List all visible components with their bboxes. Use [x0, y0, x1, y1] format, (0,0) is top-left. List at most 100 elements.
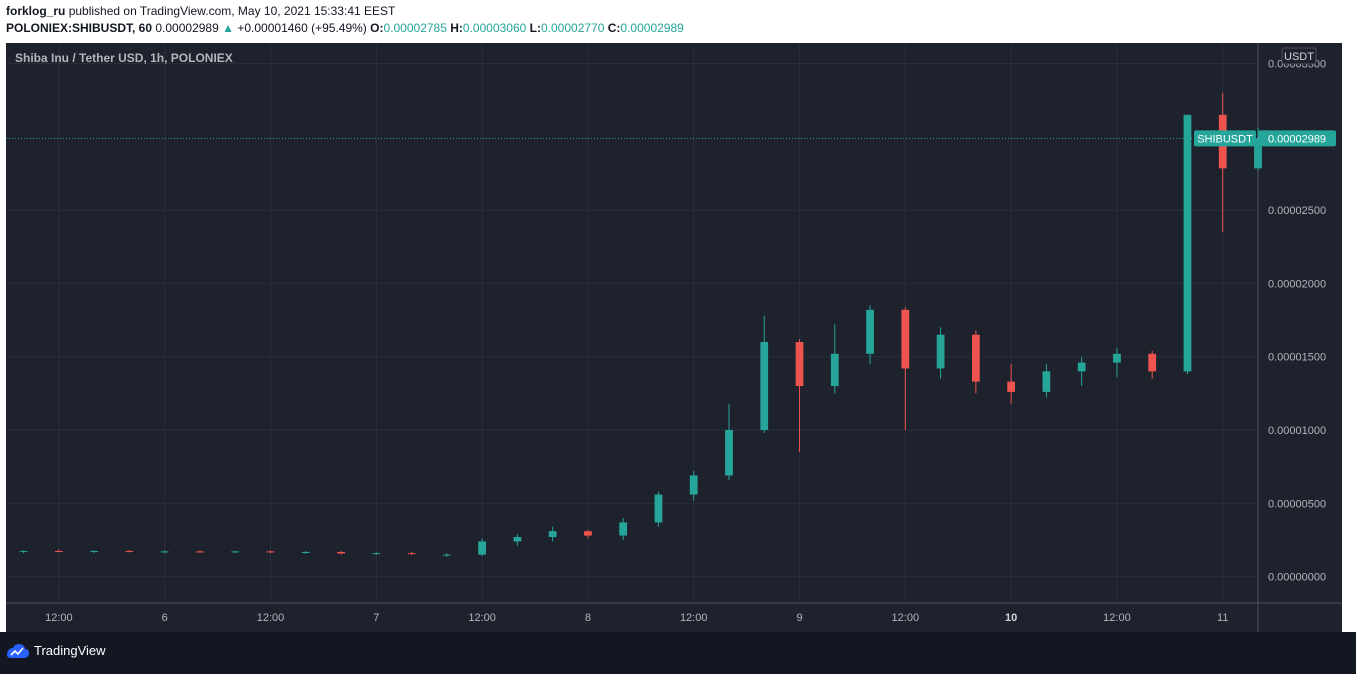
- candle: [1077, 356, 1086, 387]
- candle: [372, 552, 381, 555]
- price-axis[interactable]: 0.00000000 0.00000500 0.00001000 0.00001500…: [1268, 59, 1326, 584]
- candle: [442, 553, 451, 557]
- candle-body: [90, 550, 99, 552]
- price-tick-label: 0.00000000: [1268, 572, 1326, 584]
- candle: [19, 550, 28, 554]
- chart-frame[interactable]: SHIBUSDT 0.00002989 0.00000000 0.00000500 0…: [6, 43, 1342, 632]
- candle: [795, 339, 804, 453]
- time-tick-label: 11: [1217, 612, 1228, 624]
- candle-body: [160, 551, 169, 553]
- high-value: 0.00003060: [462, 21, 527, 35]
- candle: [1113, 347, 1121, 378]
- candle-body: [196, 551, 204, 553]
- candle: [407, 551, 416, 555]
- symbol-interval: POLONIEX:SHIBUSDT, 60: [6, 21, 153, 35]
- grid: [6, 43, 1258, 603]
- candle: [548, 526, 557, 542]
- close-value: 0.00002989: [620, 21, 684, 35]
- symbol-info-line: POLONIEX:SHIBUSDT, 60 0.00002989 ▲ +0.00…: [6, 20, 684, 36]
- candle: [513, 534, 522, 546]
- symbol-badge: [1194, 130, 1256, 147]
- publisher-name[interactable]: forklog_ru: [6, 4, 66, 18]
- tradingview-brand[interactable]: TradingView: [34, 643, 106, 658]
- candle: [971, 330, 980, 394]
- candle: [478, 538, 486, 557]
- time-tick-label: 12:00: [1103, 612, 1131, 624]
- candle: [760, 315, 769, 433]
- candle-body: [548, 531, 557, 538]
- candle: [266, 550, 275, 554]
- price-change: +0.00001460 (+95.49%): [237, 21, 367, 35]
- last-price: 0.00002989: [155, 21, 219, 35]
- candle-body: [1113, 353, 1121, 363]
- price-tick-label: 0.00001500: [1268, 352, 1326, 364]
- candle: [1183, 114, 1192, 375]
- candle-body: [407, 553, 416, 555]
- candle: [1042, 364, 1051, 398]
- candle-body: [125, 550, 134, 552]
- last-price-badge: [1258, 130, 1336, 147]
- candle-body: [478, 541, 486, 555]
- candle-body: [1254, 138, 1262, 169]
- candle: [90, 550, 99, 554]
- open-label: O:: [370, 21, 384, 35]
- symbol-badge-label: SHIBUSDT: [1197, 133, 1253, 145]
- low-value: 0.00002770: [541, 21, 605, 35]
- candle-body: [1077, 362, 1086, 372]
- candle-body: [1007, 381, 1016, 392]
- footer: [0, 632, 1356, 674]
- last-price-badge-value: 0.00002989: [1268, 133, 1326, 145]
- chart-title: Shiba Inu / Tether USD, 1h, POLONIEX: [15, 51, 233, 65]
- price-tick-label: 0.00002500: [1268, 205, 1326, 217]
- time-tick-label: 10: [1005, 612, 1017, 624]
- candle-body: [654, 494, 663, 523]
- high-label: H:: [450, 21, 463, 35]
- candle: [231, 550, 240, 554]
- up-arrow-icon: ▲: [222, 21, 235, 35]
- time-tick-label: 12:00: [468, 612, 496, 624]
- candle: [725, 403, 733, 480]
- open-value: 0.00002785: [383, 21, 447, 35]
- currency-badge[interactable]: USDT: [1281, 47, 1317, 65]
- candle: [654, 491, 663, 527]
- candle: [160, 550, 169, 553]
- time-tick-label: 7: [373, 612, 379, 624]
- candle-body: [266, 551, 275, 553]
- candle-body: [19, 550, 28, 552]
- tradingview-logo-icon[interactable]: [6, 643, 30, 659]
- candle-body: [1042, 371, 1051, 392]
- candle: [196, 550, 204, 553]
- candle: [936, 327, 945, 379]
- candle: [55, 549, 63, 553]
- candle-body: [760, 342, 769, 431]
- time-tick-label: 9: [796, 612, 802, 624]
- candle-body: [372, 553, 381, 555]
- candle-body: [866, 309, 874, 354]
- candle-body: [1183, 114, 1192, 372]
- candlestick-chart[interactable]: SHIBUSDT 0.00002989 0.000000000.000005000…: [6, 43, 1342, 632]
- candle: [337, 551, 345, 555]
- price-tick-label: 0.00001000: [1268, 425, 1326, 437]
- publish-info: forklog_ru published on TradingView.com,…: [6, 3, 395, 19]
- candle-body: [689, 475, 698, 495]
- time-tick-label: 12:00: [892, 612, 920, 624]
- candle-body: [337, 551, 345, 554]
- candle-body: [901, 309, 910, 369]
- time-tick-label: 12:00: [257, 612, 285, 624]
- candle: [689, 471, 698, 501]
- candle: [619, 517, 628, 540]
- price-tick-label: 0.00002000: [1268, 278, 1326, 290]
- candle-body: [725, 430, 733, 476]
- candle: [125, 549, 134, 553]
- time-tick-label: 12:00: [680, 612, 708, 624]
- candle-body: [231, 551, 240, 553]
- candle-body: [584, 531, 592, 536]
- low-label: L:: [529, 21, 541, 35]
- candle: [1007, 364, 1016, 404]
- time-axis[interactable]: 12:00 6 12:00 7 12:00 8 12:00 9 12:00 10 12:00 11: [45, 612, 1228, 624]
- candle-body: [971, 334, 980, 382]
- candle-body: [513, 537, 522, 542]
- candle-body: [936, 334, 945, 369]
- candle: [301, 550, 310, 554]
- candle: [584, 529, 592, 539]
